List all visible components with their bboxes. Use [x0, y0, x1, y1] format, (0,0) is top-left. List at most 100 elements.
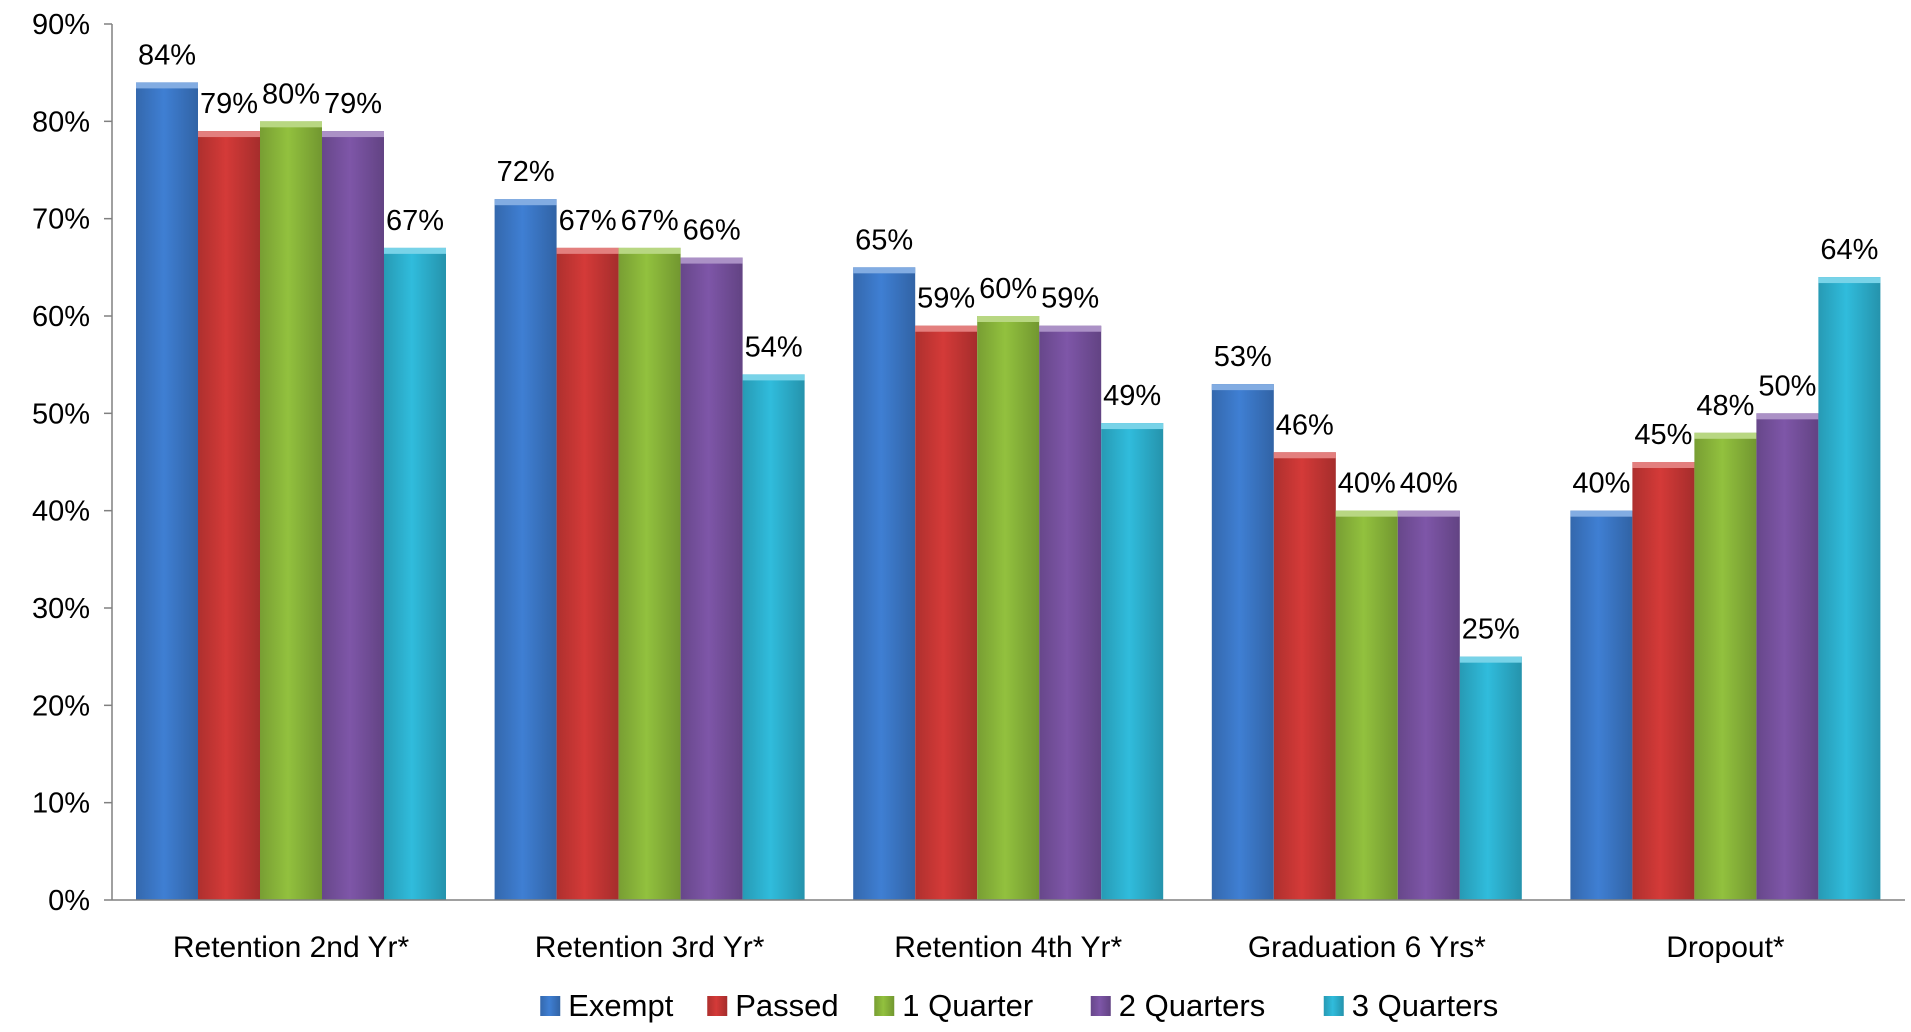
- bar-2-quarters-graduation-6-yrs: [1397, 510, 1460, 900]
- legend-label-exempt: Exempt: [568, 988, 673, 1023]
- data-label-1-quarter-graduation-6-yrs: 40%: [1338, 468, 1396, 500]
- data-label-3-quarters-graduation-6-yrs: 25%: [1462, 614, 1520, 646]
- data-label-3-quarters-retention-2nd-yr: 67%: [386, 205, 444, 237]
- bar-cap-3-quarters-dropout: [1818, 277, 1881, 284]
- y-tick-label: 40%: [32, 496, 90, 528]
- bar-1-quarter-retention-4th-yr: [977, 316, 1040, 900]
- data-label-1-quarter-retention-4th-yr: 60%: [979, 273, 1037, 305]
- bar-1-quarter-retention-2nd-yr: [260, 121, 322, 901]
- bar-cap-passed-retention-2nd-yr: [198, 131, 260, 138]
- bar-3-quarters-retention-3rd-yr: [742, 374, 805, 900]
- bar-cap-3-quarters-retention-2nd-yr: [384, 247, 446, 254]
- bars-group: [136, 82, 1881, 901]
- bar-cap-3-quarters-retention-3rd-yr: [742, 374, 805, 381]
- bar-passed-graduation-6-yrs: [1273, 452, 1336, 900]
- bar-exempt-dropout: [1570, 510, 1633, 900]
- bar-3-quarters-retention-4th-yr: [1101, 423, 1164, 900]
- legend-label-3-quarters: 3 Quarters: [1352, 988, 1498, 1023]
- bar-cap-1-quarter-graduation-6-yrs: [1335, 510, 1398, 517]
- bar-cap-1-quarter-retention-3rd-yr: [618, 247, 681, 254]
- bar-cap-1-quarter-retention-2nd-yr: [260, 121, 322, 128]
- bar-1-quarter-dropout: [1694, 432, 1757, 900]
- bar-exempt-graduation-6-yrs: [1211, 384, 1274, 901]
- bar-cap-exempt-retention-3rd-yr: [494, 199, 557, 206]
- data-label-2-quarters-retention-2nd-yr: 79%: [324, 88, 382, 120]
- x-category-label: Dropout*: [1666, 931, 1785, 964]
- legend-label-2-quarters: 2 Quarters: [1119, 988, 1265, 1023]
- bar-passed-retention-4th-yr: [915, 325, 978, 900]
- bar-cap-2-quarters-retention-2nd-yr: [322, 131, 384, 138]
- bar-cap-exempt-retention-2nd-yr: [136, 82, 198, 89]
- bar-cap-1-quarter-retention-4th-yr: [977, 316, 1040, 322]
- bar-cap-3-quarters-graduation-6-yrs: [1459, 656, 1522, 663]
- y-tick-label: 0%: [48, 885, 90, 917]
- legend-swatch-passed: [707, 996, 728, 1016]
- category-labels: Retention 2nd Yr* Retention 3rd Yr* Retent…: [173, 931, 1785, 964]
- bar-cap-2-quarters-retention-4th-yr: [1039, 325, 1102, 332]
- y-tick-label: 60%: [32, 301, 90, 333]
- bar-exempt-retention-2nd-yr: [136, 82, 198, 900]
- y-tick-label: 80%: [32, 106, 90, 138]
- bar-cap-2-quarters-retention-3rd-yr: [680, 257, 743, 264]
- legend-label-passed: Passed: [735, 988, 838, 1023]
- bar-3-quarters-retention-2nd-yr: [384, 247, 446, 900]
- bar-cap-passed-retention-4th-yr: [915, 325, 978, 332]
- bar-cap-1-quarter-dropout: [1694, 432, 1757, 439]
- data-label-exempt-retention-2nd-yr: 84%: [138, 39, 196, 71]
- y-axis-ticks: 0% 10% 20% 30% 40% 50% 60% 70% 80% 90%: [32, 9, 112, 917]
- data-label-exempt-dropout: 40%: [1572, 468, 1630, 500]
- data-label-3-quarters-dropout: 64%: [1820, 234, 1878, 266]
- y-tick-label: 90%: [32, 9, 90, 41]
- data-label-passed-dropout: 45%: [1634, 419, 1692, 451]
- y-tick-label: 30%: [32, 593, 90, 625]
- data-label-passed-graduation-6-yrs: 46%: [1276, 409, 1334, 441]
- legend: Exempt Passed 1 Quarter 2 Quarters 3 Quarter…: [540, 988, 1498, 1023]
- data-label-2-quarters-retention-4th-yr: 59%: [1041, 283, 1099, 315]
- bar-2-quarters-retention-3rd-yr: [680, 257, 743, 901]
- legend-swatch-1-quarter: [874, 996, 895, 1016]
- bar-3-quarters-graduation-6-yrs: [1459, 656, 1522, 900]
- data-label-passed-retention-4th-yr: 59%: [917, 283, 975, 315]
- bar-cap-exempt-dropout: [1570, 510, 1633, 517]
- legend-swatch-2-quarters: [1090, 996, 1111, 1016]
- x-category-label: Retention 4th Yr*: [894, 931, 1122, 964]
- bar-cap-2-quarters-graduation-6-yrs: [1397, 510, 1460, 517]
- data-label-exempt-graduation-6-yrs: 53%: [1214, 341, 1272, 373]
- bar-cap-passed-retention-3rd-yr: [556, 247, 619, 254]
- legend-label-1-quarter: 1 Quarter: [902, 988, 1033, 1023]
- bar-1-quarter-graduation-6-yrs: [1335, 510, 1398, 900]
- bar-cap-passed-graduation-6-yrs: [1273, 452, 1336, 459]
- data-label-exempt-retention-3rd-yr: 72%: [497, 156, 555, 188]
- legend-item-2-quarters: 2 Quarters: [1090, 988, 1265, 1023]
- data-label-1-quarter-dropout: 48%: [1696, 390, 1754, 422]
- bar-exempt-retention-4th-yr: [853, 267, 916, 900]
- legend-swatch-exempt: [540, 996, 561, 1016]
- bar-2-quarters-retention-4th-yr: [1039, 325, 1102, 900]
- data-label-1-quarter-retention-2nd-yr: 80%: [262, 78, 320, 110]
- legend-item-1-quarter: 1 Quarter: [874, 988, 1033, 1023]
- legend-item-passed: Passed: [707, 988, 839, 1023]
- data-label-3-quarters-retention-3rd-yr: 54%: [745, 331, 803, 363]
- data-label-2-quarters-dropout: 50%: [1758, 370, 1816, 402]
- bar-cap-2-quarters-dropout: [1756, 413, 1819, 420]
- y-tick-label: 70%: [32, 204, 90, 236]
- legend-swatch-3-quarters: [1323, 996, 1344, 1016]
- data-label-exempt-retention-4th-yr: 65%: [855, 224, 913, 256]
- data-labels-group: 84%79% 80% 79%67%72%67% 67% 66%54%65%59% 60% 5…: [138, 39, 1878, 645]
- x-category-label: Graduation 6 Yrs*: [1248, 931, 1486, 964]
- x-category-label: Retention 2nd Yr*: [173, 931, 410, 964]
- bar-passed-retention-3rd-yr: [556, 247, 619, 900]
- data-label-2-quarters-graduation-6-yrs: 40%: [1400, 468, 1458, 500]
- bar-exempt-retention-3rd-yr: [494, 199, 557, 900]
- bar-cap-passed-dropout: [1632, 462, 1695, 468]
- data-label-passed-retention-3rd-yr: 67%: [559, 205, 617, 237]
- bar-2-quarters-retention-2nd-yr: [322, 131, 384, 901]
- data-label-2-quarters-retention-3rd-yr: 66%: [683, 215, 741, 247]
- y-tick-label: 20%: [32, 690, 90, 722]
- bar-passed-dropout: [1632, 462, 1695, 900]
- bar-cap-exempt-graduation-6-yrs: [1211, 384, 1274, 391]
- y-tick-label: 50%: [32, 398, 90, 430]
- legend-item-exempt: Exempt: [540, 988, 674, 1023]
- x-category-label: Retention 3rd Yr*: [535, 931, 765, 964]
